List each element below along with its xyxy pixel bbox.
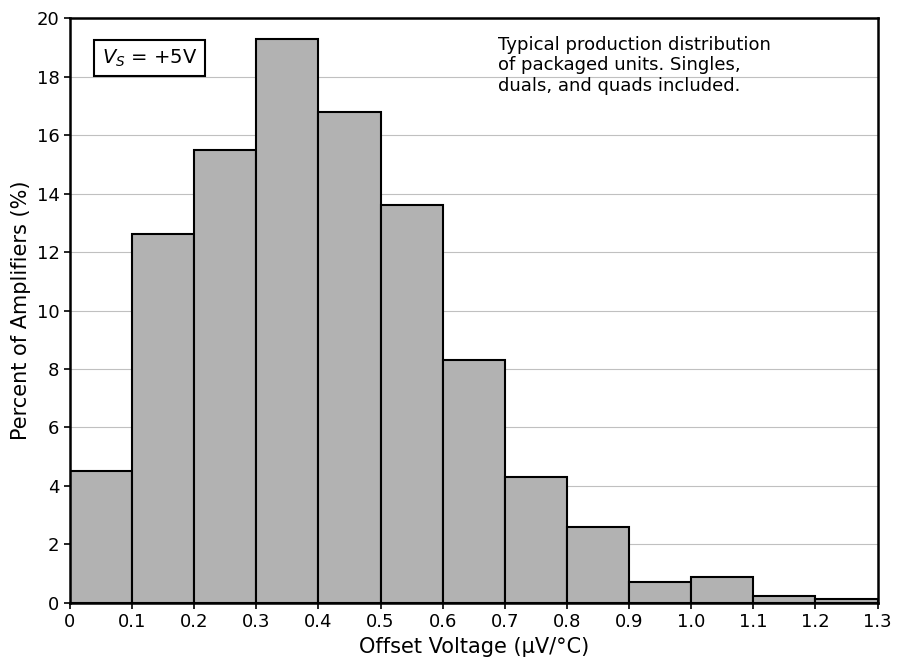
Bar: [566, 527, 629, 603]
Bar: [194, 150, 256, 603]
Bar: [69, 472, 132, 603]
Bar: [690, 576, 752, 603]
Bar: [815, 599, 877, 603]
Bar: [380, 205, 442, 603]
Bar: [256, 39, 318, 603]
Text: Typical production distribution
of packaged units. Singles,
duals, and quads inc: Typical production distribution of packa…: [497, 35, 770, 96]
X-axis label: Offset Voltage (μV/°C): Offset Voltage (μV/°C): [358, 637, 588, 657]
Bar: [752, 596, 815, 603]
Text: $V_S$ = +5V: $V_S$ = +5V: [102, 47, 198, 69]
Bar: [132, 234, 194, 603]
Bar: [629, 582, 690, 603]
Bar: [504, 477, 566, 603]
Y-axis label: Percent of Amplifiers (%): Percent of Amplifiers (%): [11, 181, 31, 440]
Bar: [442, 360, 504, 603]
Bar: [318, 112, 380, 603]
